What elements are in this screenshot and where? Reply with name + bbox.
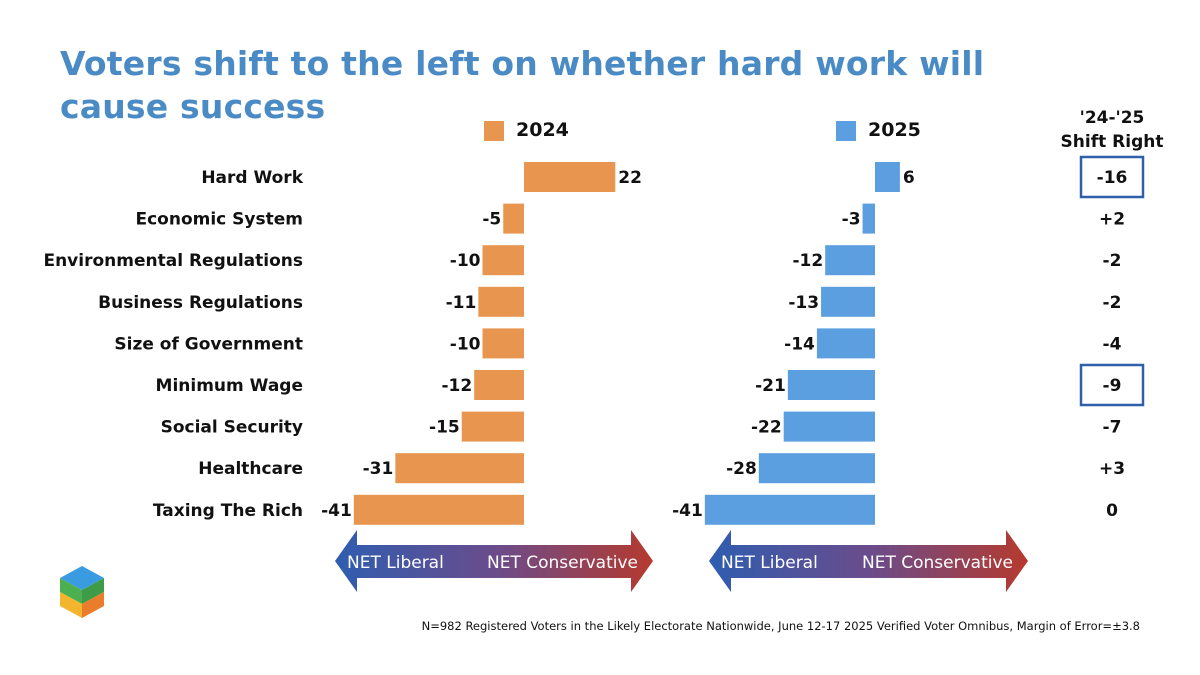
bar-2025	[816, 328, 875, 359]
bar-2025	[704, 494, 875, 525]
highlight-box	[1079, 363, 1145, 407]
legend-label-2024: 2024	[516, 119, 569, 141]
bar-2024	[474, 370, 524, 400]
bar-2024	[503, 203, 524, 234]
bar-2025	[758, 453, 875, 484]
bar-2025	[783, 411, 875, 442]
shift-value: -2	[1103, 293, 1122, 313]
data-label-2025: -22	[751, 418, 782, 438]
logo-icon	[60, 566, 104, 618]
bar-2024	[482, 245, 524, 276]
data-label-2024: -12	[441, 376, 472, 396]
shift-value: -9	[1103, 376, 1122, 396]
bar-2024	[461, 411, 524, 442]
bar-2025	[787, 370, 875, 400]
category-label: Taxing The Rich	[153, 501, 303, 521]
data-label-2024: -5	[482, 210, 501, 230]
arrow-label-liberal: NET Liberal	[721, 553, 818, 573]
bar-2024	[478, 286, 524, 317]
shift-value: -4	[1103, 334, 1122, 354]
arrow-label-conservative: NET Conservative	[487, 553, 638, 573]
data-label-2025: -12	[792, 251, 823, 271]
category-label: Social Security	[161, 418, 303, 438]
data-label-2024: -10	[450, 334, 481, 354]
data-label-2024: 22	[618, 168, 642, 188]
data-label-2025: -13	[788, 293, 819, 313]
bar-2025	[862, 203, 875, 234]
data-label-2025: -41	[672, 501, 703, 521]
spectrum-arrow	[709, 530, 1028, 592]
data-label-2024: -31	[363, 459, 394, 479]
data-label-2024: -11	[446, 293, 477, 313]
legend-swatch-2025	[836, 121, 856, 141]
shift-value: +3	[1099, 459, 1125, 479]
arrow-label-liberal: NET Liberal	[347, 553, 444, 573]
data-label-2024: -41	[321, 501, 352, 521]
category-label: Healthcare	[198, 459, 303, 479]
arrow-label-conservative: NET Conservative	[862, 553, 1013, 573]
data-label-2025: -3	[842, 210, 861, 230]
bar-2025	[825, 245, 875, 276]
bar-2024	[482, 328, 524, 359]
shift-header-line2: Shift Right	[1060, 132, 1164, 152]
category-label: Business Regulations	[98, 293, 303, 313]
shift-value: -16	[1097, 168, 1128, 188]
page-title: Voters shift to the left on whether hard…	[60, 44, 985, 126]
bar-2024	[524, 162, 616, 192]
bar-2024	[395, 453, 524, 484]
category-label: Hard Work	[201, 168, 303, 188]
legend-swatch-2024	[484, 121, 504, 141]
data-label-2025: -28	[726, 459, 757, 479]
data-label-2025: -21	[755, 376, 786, 396]
data-label-2025: -14	[784, 334, 815, 354]
shift-value: +2	[1099, 210, 1125, 230]
shift-header: '24-'25 Shift Right	[1050, 106, 1174, 154]
bar-2024	[353, 494, 524, 525]
spectrum-arrow	[335, 530, 653, 592]
footnote: N=982 Registered Voters in the Likely El…	[421, 619, 1140, 633]
data-label-2024: -10	[450, 251, 481, 271]
data-label-2025: 6	[903, 168, 915, 188]
category-label: Minimum Wage	[156, 376, 303, 396]
bar-2025	[875, 162, 900, 192]
highlight-box	[1079, 155, 1145, 199]
legend-label-2025: 2025	[868, 119, 921, 141]
category-label: Environmental Regulations	[43, 251, 303, 271]
data-label-2024: -15	[429, 418, 460, 438]
shift-value: -2	[1103, 251, 1122, 271]
shift-value: -7	[1103, 418, 1122, 438]
bar-2025	[821, 286, 875, 317]
category-label: Size of Government	[114, 334, 303, 354]
shift-value: 0	[1106, 501, 1118, 521]
category-label: Economic System	[135, 210, 303, 230]
shift-header-line1: '24-'25	[1079, 108, 1145, 128]
